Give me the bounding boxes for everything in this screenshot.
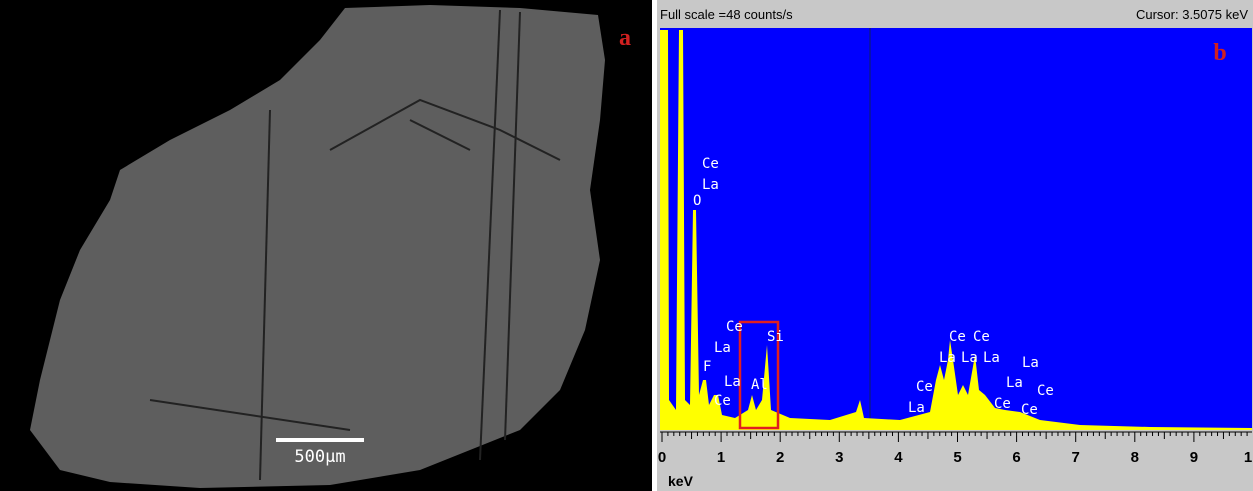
peak-label: Al [751, 377, 768, 393]
peak-label: Ce [1021, 402, 1038, 418]
tick-label: 7 [1072, 449, 1080, 466]
peak-label: La [961, 350, 978, 366]
peak-label: Ce [726, 319, 743, 335]
peak-label: La [702, 177, 719, 193]
peak-label: O [693, 193, 701, 209]
spectrum-area [660, 28, 1252, 430]
peak-label: Ce [1037, 383, 1054, 399]
peak-label: La [714, 340, 731, 356]
scale-bar-label: 500μm [294, 447, 345, 467]
scale-bar [276, 438, 364, 442]
peak-label: Ce [973, 329, 990, 345]
tick-label: 0 [658, 449, 666, 466]
tick-label: 2 [776, 449, 784, 466]
peak-label: Ce [994, 396, 1011, 412]
tick-label: 6 [1012, 449, 1020, 466]
panel-label: a [619, 25, 631, 51]
figure: a 500μm Full scale =48 counts/s Cursor: … [0, 0, 1253, 491]
peak-label: La [1022, 355, 1039, 371]
panel-label: b [1213, 40, 1226, 66]
peak-label: La [724, 374, 741, 390]
peak-label: La [983, 350, 1000, 366]
tick-label: 3 [835, 449, 843, 466]
peak-label: Si [767, 329, 784, 345]
tick-label: 8 [1131, 449, 1139, 466]
tick-label: 1 [1244, 449, 1252, 466]
peak-label: Ce [702, 156, 719, 172]
peak-label: Ce [916, 379, 933, 395]
tick-label: 1 [717, 449, 725, 466]
peak-label: La [939, 350, 956, 366]
axis-unit: keV [668, 473, 694, 489]
tick-label: 4 [894, 449, 903, 466]
peak-label: F [703, 359, 711, 375]
peak-label: Ce [714, 393, 731, 409]
full-scale: Full scale =48 counts/s [660, 7, 793, 22]
cursor-readout: Cursor: 3.5075 keV [1136, 7, 1248, 22]
peak-label: La [908, 400, 925, 416]
tick-label: 5 [953, 449, 961, 466]
tick-label: 9 [1190, 449, 1198, 466]
peak-label: Ce [949, 329, 966, 345]
peak-label: La [1006, 375, 1023, 391]
